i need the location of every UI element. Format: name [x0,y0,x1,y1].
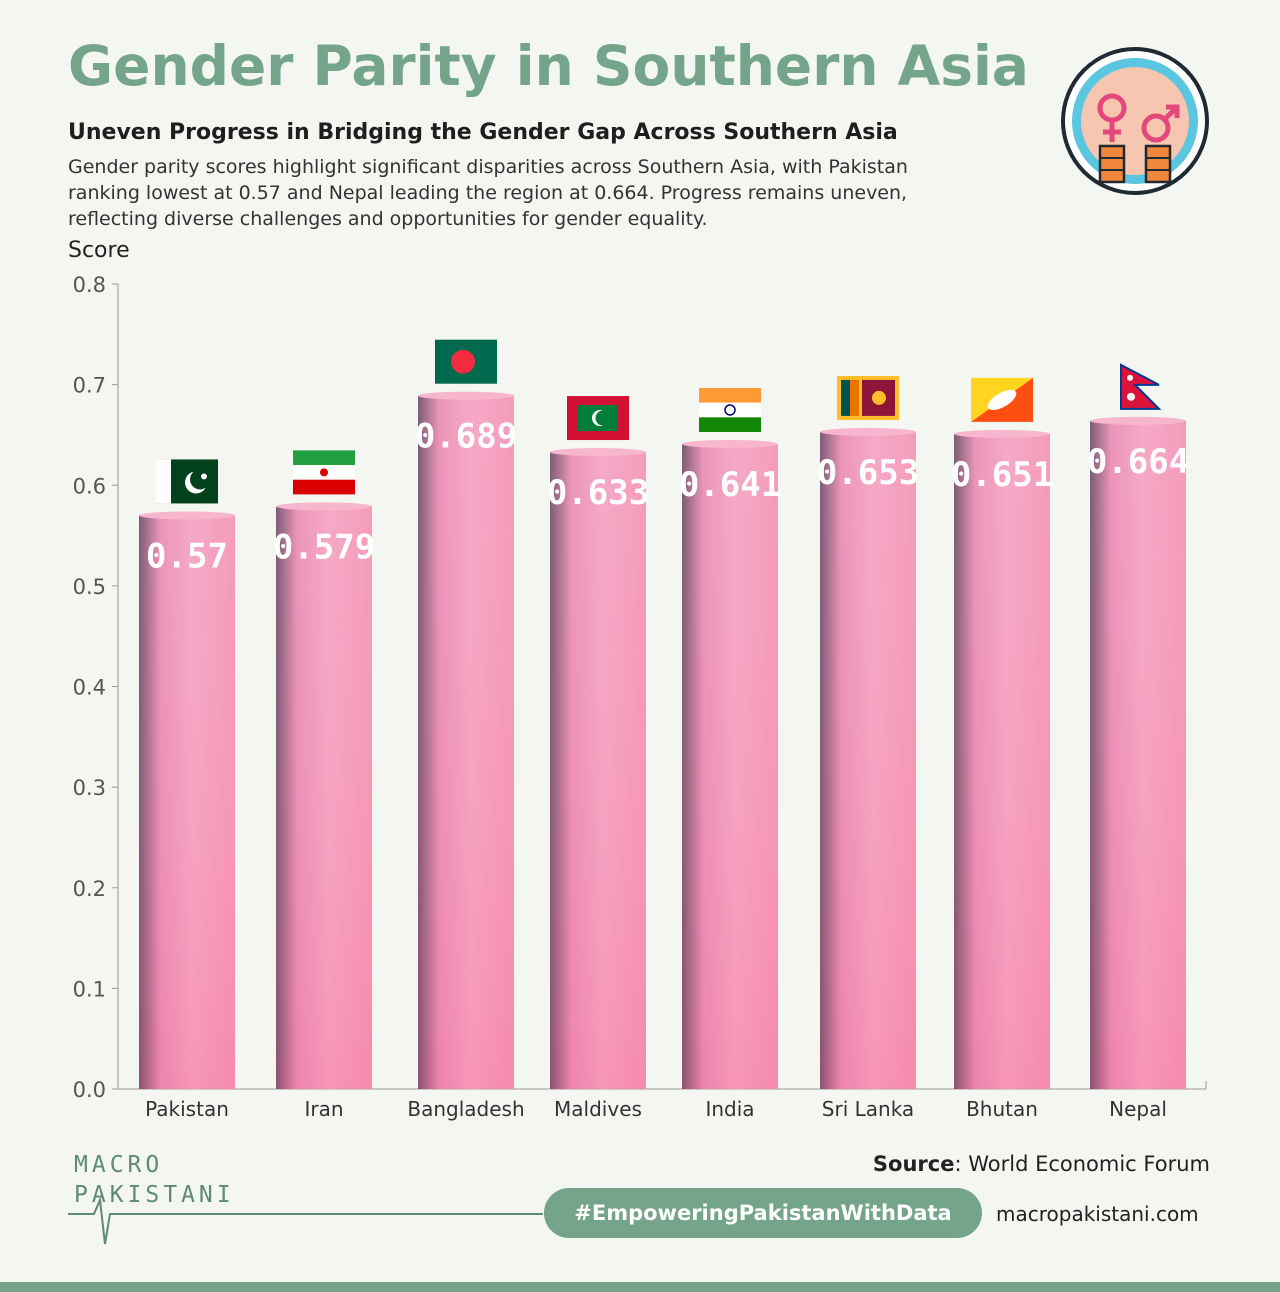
bar-value-label: 0.664 [1087,442,1189,482]
source-text: : World Economic Forum [954,1152,1210,1176]
x-tick-label: Iran [304,1097,343,1121]
bar-value-label: 0.689 [415,417,517,457]
bar-top [820,427,916,436]
bar-value-label: 0.651 [951,455,1053,495]
bar-value-label: 0.633 [547,473,649,513]
bar-shade [276,506,372,1090]
bar-value-label: 0.641 [679,465,781,505]
macro-pakistani-logo: MACRO PAKISTANI [68,1150,548,1250]
x-tick-label: Pakistan [145,1097,229,1121]
page-description: Gender parity scores highlight significa… [68,156,908,230]
bar-value-label: 0.57 [146,536,228,576]
bar-top [418,391,514,400]
nepal-flag-icon [1120,363,1162,410]
y-tick-label: 0.7 [73,374,106,398]
bar-top [139,511,235,520]
x-tick-label: Sri Lanka [822,1097,914,1121]
x-tick-label: Bhutan [966,1097,1038,1121]
y-tick-label: 0.3 [73,776,106,800]
bar-maldives: 0.633 [547,448,649,1089]
source-note: Source: World Economic Forum [873,1152,1210,1176]
bar-top [550,448,646,457]
bar-nepal: 0.664 [1087,416,1189,1090]
y-axis-title: Score [68,238,130,263]
page-title: Gender Parity in Southern Asia [68,34,1029,98]
y-tick-label: 0.8 [73,273,106,297]
maldives-flag-icon [567,396,629,441]
india-flag-icon [699,387,761,432]
bar-shade [1090,420,1186,1090]
bar-pakistan: 0.57 [139,511,235,1089]
iran-flag-icon [293,450,355,495]
footer-bar [0,1282,1280,1292]
x-tick-label: Bangladesh [407,1097,524,1121]
y-tick-label: 0.2 [73,877,106,901]
bar-value-label: 0.579 [273,527,375,567]
bar-shade [139,515,235,1089]
hashtag-pill[interactable]: #EmpoweringPakistanWithData [544,1188,982,1238]
bar-bangladesh: 0.689 [415,391,517,1090]
source-label: Source [872,1152,955,1176]
bar-shade [820,431,916,1089]
x-tick-label: India [705,1097,754,1121]
website-link[interactable]: macropakistani.com [996,1202,1199,1226]
bar-value-label: 0.653 [817,453,919,493]
bar-sri-lanka: 0.653 [817,427,919,1089]
bar-shade [682,443,778,1089]
pulse-line-icon [68,1196,543,1245]
bar-top [682,439,778,448]
y-tick-label: 0.1 [73,977,106,1001]
page-subtitle: Uneven Progress in Bridging the Gender G… [68,120,898,145]
bar-bhutan: 0.651 [951,429,1053,1089]
bar-top [1090,416,1186,425]
bangladesh-flag-icon [435,339,497,384]
y-tick-label: 0.4 [73,676,106,700]
y-tick-label: 0.0 [73,1078,106,1102]
bar-top [276,502,372,511]
y-tick-label: 0.6 [73,474,106,498]
bar-india: 0.641 [679,439,781,1089]
bar-iran: 0.579 [273,502,375,1090]
x-tick-label: Maldives [554,1097,642,1121]
bar-top [954,429,1050,438]
bhutan-flag-icon [971,377,1033,422]
sri-lanka-flag-icon [837,375,899,420]
gender-symbols-logo-icon [1061,47,1209,195]
y-tick-label: 0.5 [73,575,106,599]
bar-shade [954,433,1050,1089]
bar-shade [418,395,514,1090]
pakistan-flag-icon [156,459,218,504]
bar-shade [550,452,646,1089]
brand-line-1: MACRO [74,1152,164,1178]
x-tick-label: Nepal [1109,1097,1167,1121]
